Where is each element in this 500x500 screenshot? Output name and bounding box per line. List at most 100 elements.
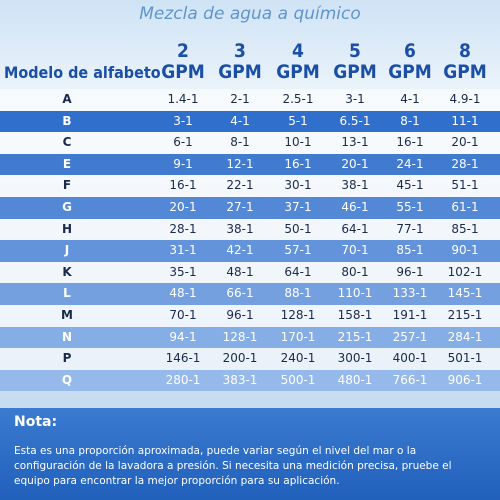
header-num: 4 — [292, 40, 304, 62]
cell: 128-1 — [222, 329, 258, 344]
cell: 90-1 — [451, 243, 479, 258]
cell: 11-1 — [451, 113, 479, 128]
cell: 5-1 — [288, 113, 308, 128]
cell: 24-1 — [396, 156, 424, 171]
row-label: N — [61, 329, 73, 344]
cell: 3-1 — [173, 113, 193, 128]
cell: 48-1 — [226, 264, 254, 279]
cell: 215-1 — [447, 308, 483, 322]
row-band — [0, 283, 500, 305]
cell: 13-1 — [341, 135, 369, 150]
cell: 4-1 — [230, 113, 250, 128]
cell: 501-1 — [447, 351, 483, 366]
row-label: A — [62, 92, 72, 106]
cell: 102-1 — [447, 264, 483, 279]
header-unit: GPM — [333, 61, 377, 83]
cell: 45-1 — [396, 178, 424, 193]
header-num: 6 — [404, 40, 416, 62]
row-band — [0, 153, 500, 176]
cell: 55-1 — [396, 200, 424, 214]
row-label: B — [62, 113, 72, 128]
cell: 133-1 — [392, 286, 428, 301]
header-label: Modelo de alfabeto — [4, 63, 161, 82]
cell: 22-1 — [226, 178, 254, 193]
row-label: J — [64, 243, 70, 258]
cell: 2-1 — [230, 92, 250, 106]
cell: 1.4-1 — [167, 92, 199, 106]
cell: 46-1 — [341, 200, 369, 214]
cell: 51-1 — [451, 178, 479, 193]
cell: 145-1 — [447, 286, 483, 301]
cell: 6.5-1 — [339, 113, 371, 128]
row-label: Q — [61, 372, 73, 387]
header-unit: GPM — [443, 61, 487, 83]
cell: 906-1 — [447, 372, 483, 387]
row-label: G — [62, 200, 72, 214]
cell: 3-1 — [345, 92, 365, 106]
row-band — [0, 240, 500, 262]
row-label: L — [63, 286, 71, 301]
row-band — [0, 89, 500, 111]
cell: 280-1 — [165, 372, 201, 387]
note-title: Nota: — [14, 414, 58, 430]
cell: 70-1 — [341, 243, 369, 258]
cell: 27-1 — [226, 200, 254, 214]
cell: 766-1 — [392, 372, 428, 387]
cell: 64-1 — [284, 264, 312, 279]
cell: 85-1 — [396, 243, 424, 258]
cell: 500-1 — [280, 372, 316, 387]
header-num: 8 — [459, 40, 471, 62]
cell: 257-1 — [392, 329, 428, 344]
cell: 38-1 — [226, 221, 254, 236]
cell: 85-1 — [451, 221, 479, 236]
row-band — [0, 348, 500, 370]
cell: 10-1 — [284, 135, 312, 150]
cell: 9-1 — [173, 156, 193, 171]
note-panel — [0, 408, 500, 500]
cell: 215-1 — [337, 329, 373, 344]
cell: 240-1 — [280, 351, 316, 366]
row-label: C — [62, 135, 72, 150]
row-band — [0, 326, 500, 349]
cell: 88-1 — [284, 286, 312, 301]
cell: 4.9-1 — [449, 92, 481, 106]
header-num: 2 — [177, 40, 189, 62]
cell: 96-1 — [226, 308, 254, 322]
cell: 170-1 — [280, 329, 316, 344]
row-band — [0, 369, 500, 392]
header-num: 5 — [349, 40, 361, 62]
cell: 300-1 — [337, 351, 373, 366]
cell: 8-1 — [230, 135, 250, 150]
cell: 28-1 — [169, 221, 197, 236]
cell: 6-1 — [173, 135, 193, 150]
row-label: M — [61, 308, 73, 322]
row-band — [0, 197, 500, 219]
row-label: E — [62, 156, 72, 171]
cell: 35-1 — [169, 264, 197, 279]
cell: 61-1 — [451, 200, 479, 214]
cell: 110-1 — [337, 286, 373, 301]
cell: 20-1 — [169, 200, 197, 214]
cell: 16-1 — [284, 156, 312, 171]
cell: 16-1 — [396, 135, 424, 150]
header-num: 3 — [234, 40, 246, 62]
cell: 70-1 — [169, 308, 197, 322]
row-label: P — [62, 351, 72, 366]
cell: 30-1 — [284, 178, 312, 193]
cell: 37-1 — [284, 200, 312, 214]
note-line: Esta es una proporción aproximada, puede… — [14, 445, 417, 457]
cell: 158-1 — [337, 308, 373, 322]
cell: 28-1 — [451, 156, 479, 171]
cell: 20-1 — [451, 135, 479, 150]
cell: 2.5-1 — [282, 92, 314, 106]
cell: 480-1 — [337, 372, 373, 387]
cell: 57-1 — [284, 243, 312, 258]
title: Mezcla de agua a químico — [139, 4, 361, 24]
cell: 284-1 — [447, 329, 483, 344]
cell: 48-1 — [169, 286, 197, 301]
cell: 38-1 — [341, 178, 369, 193]
row-band — [0, 218, 500, 241]
cell: 31-1 — [169, 243, 197, 258]
header-unit: GPM — [161, 61, 205, 83]
